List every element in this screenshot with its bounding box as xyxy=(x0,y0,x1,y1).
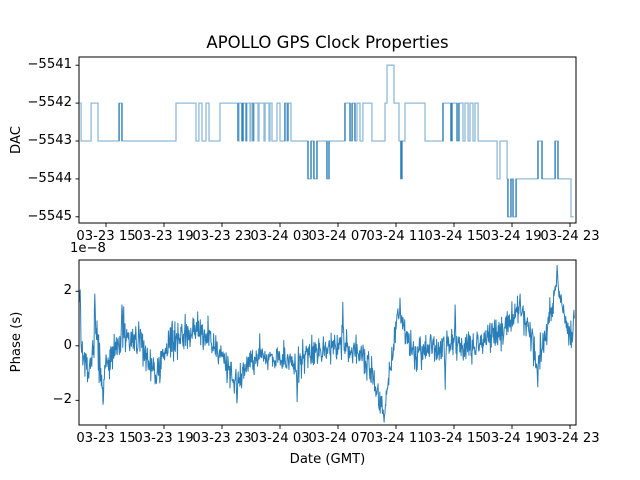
phase-x-tick-label: 03-23 23 xyxy=(192,431,252,446)
dac-x-tick-label: 03-24 11 xyxy=(366,229,426,244)
dac-plot-frame xyxy=(78,56,577,224)
dac-x-tick-label: 03-23 19 xyxy=(134,229,194,244)
phase-x-tick-label: 03-23 15 xyxy=(76,431,136,446)
phase-plot-frame xyxy=(78,259,577,426)
dac-axis-label: DAC xyxy=(9,126,24,154)
x-axis-label: Date (GMT) xyxy=(289,452,366,467)
phase-x-tick-label: 03-23 19 xyxy=(134,431,194,446)
phase-axis-label: Phase (s) xyxy=(9,311,24,373)
dac-y-tick-label: −5543 xyxy=(27,133,72,148)
chart-title: APOLLO GPS Clock Properties xyxy=(206,33,449,52)
phase-x-tick-label: 03-24 07 xyxy=(308,431,368,446)
dac-x-tick-label: 03-24 03 xyxy=(250,229,310,244)
dac-x-tick-label: 03-24 15 xyxy=(424,229,484,244)
dac-x-tick-label: 03-23 23 xyxy=(192,229,252,244)
dac-y-tick-label: −5544 xyxy=(27,170,72,186)
dac-y-tick-label: −5541 xyxy=(27,57,72,73)
phase-x-tick-label: 03-24 03 xyxy=(250,431,310,446)
dac-y-tick-label: −5545 xyxy=(27,208,72,224)
phase-y-tick-label: −2 xyxy=(52,392,72,408)
phase-y-tick-label: 0 xyxy=(63,337,72,353)
dac-x-tick-label: 03-23 15 xyxy=(76,229,136,244)
phase-x-tick-label: 03-24 15 xyxy=(424,431,484,446)
dac-x-tick-label: 03-24 23 xyxy=(540,229,600,244)
dac-x-tick-label: 03-24 19 xyxy=(482,229,542,244)
dac-x-tick-label: 03-24 07 xyxy=(308,229,368,244)
dac-y-tick-label: −5542 xyxy=(27,95,72,111)
phase-x-tick-label: 03-24 11 xyxy=(366,431,426,446)
phase-y-tick-label: 2 xyxy=(63,283,72,299)
phase-x-tick-label: 03-24 23 xyxy=(540,431,600,446)
phase-noise-line xyxy=(79,264,575,423)
offset-scale-text: 1e−8 xyxy=(70,241,106,256)
phase-x-tick-label: 03-24 19 xyxy=(482,431,542,446)
